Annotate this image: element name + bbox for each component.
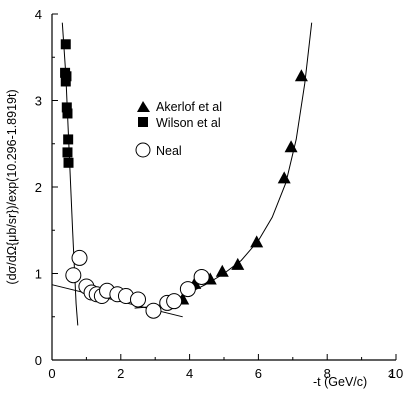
x-tick-labels: 0 2 4 6 8 10 bbox=[48, 366, 403, 381]
x-tick-label: 4 bbox=[186, 366, 193, 381]
legend-marker-akerlof bbox=[137, 101, 150, 112]
data-point-akerlof bbox=[294, 69, 308, 82]
data-point-wilson bbox=[60, 76, 71, 87]
fit-curve-steep bbox=[61, 22, 79, 326]
data-point-neal bbox=[193, 268, 210, 285]
x-tick-label: 2 bbox=[117, 366, 124, 381]
y-tick-label: 4 bbox=[35, 7, 42, 22]
data-point-neal bbox=[166, 293, 183, 310]
data-point-neal bbox=[130, 291, 146, 308]
data-point-neal bbox=[65, 267, 82, 284]
data-markers bbox=[60, 39, 308, 319]
x-axis-title: -t (GeV/c) 2 bbox=[313, 369, 393, 389]
x-tick-label: 8 bbox=[324, 366, 331, 381]
data-point-wilson bbox=[62, 147, 73, 158]
y-tick-label: 2 bbox=[35, 180, 42, 195]
y-axis-label: (dσ/dΩ{μb/sr})/exp(10.296-1.8919t) bbox=[5, 89, 19, 284]
legend: Akerlof et al Wilson et al Neal bbox=[135, 100, 222, 158]
legend-label-wilson: Wilson et al bbox=[156, 116, 221, 130]
data-point-wilson bbox=[60, 39, 71, 50]
data-point-akerlof bbox=[277, 171, 291, 184]
data-point-akerlof bbox=[250, 235, 264, 248]
y-tick-marks bbox=[52, 13, 58, 361]
data-point-wilson bbox=[63, 134, 74, 145]
x-tick-label: 0 bbox=[48, 366, 55, 381]
y-tick-label: 0 bbox=[35, 353, 42, 368]
legend-label-neal: Neal bbox=[156, 144, 182, 158]
legend-marker-wilson bbox=[138, 117, 148, 127]
y-axis-title: (dσ/dΩ{μb/sr})/exp(10.296-1.8919t) bbox=[5, 89, 19, 284]
data-point-neal bbox=[179, 281, 196, 298]
y-tick-label: 1 bbox=[35, 267, 42, 282]
data-point-wilson bbox=[62, 108, 73, 119]
legend-label-akerlof: Akerlof et al bbox=[156, 100, 222, 114]
data-point-neal bbox=[145, 302, 162, 319]
legend-marker-neal bbox=[135, 142, 151, 158]
data-point-neal bbox=[71, 249, 88, 266]
data-point-wilson bbox=[63, 157, 74, 168]
data-point-akerlof bbox=[231, 257, 245, 270]
x-axis-label: -t (GeV/c) bbox=[313, 375, 367, 389]
data-point-wilson bbox=[61, 102, 72, 113]
plot-axes: 0 2 4 6 8 10 0 1 2 3 4 bbox=[35, 7, 403, 381]
x-tick-label: 10 bbox=[389, 366, 403, 381]
fit-curve-rising bbox=[134, 22, 313, 309]
data-point-akerlof bbox=[215, 264, 229, 277]
data-point-wilson bbox=[61, 71, 72, 82]
data-point-akerlof bbox=[284, 140, 298, 153]
x-axis-label-exponent: 2 bbox=[388, 369, 393, 379]
x-tick-label: 6 bbox=[255, 366, 262, 381]
y-tick-label: 3 bbox=[35, 94, 42, 109]
x-tick-marks bbox=[51, 354, 397, 360]
y-tick-labels: 0 1 2 3 4 bbox=[35, 7, 42, 368]
